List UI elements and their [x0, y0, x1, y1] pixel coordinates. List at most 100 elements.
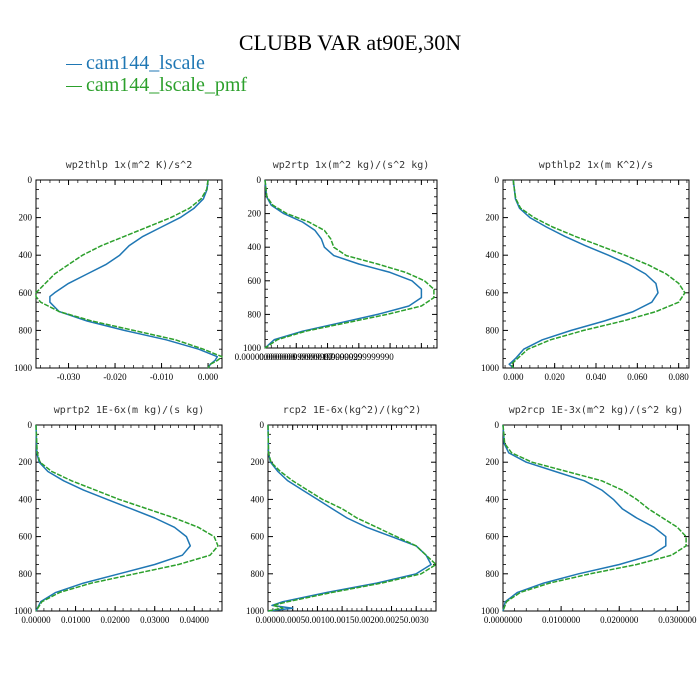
- y-tick-label: 200: [251, 457, 265, 467]
- y-tick-label: 400: [248, 242, 262, 252]
- legend-label: cam144_lscale_pmf: [86, 74, 248, 96]
- series-line-cam144-lscale: [502, 424, 667, 612]
- series-line-cam144-lscale-pmf: [510, 179, 686, 369]
- y-tick-label: 0: [257, 175, 262, 185]
- y-tick-label: 1000: [14, 606, 33, 616]
- series-line-cam144-lscale: [264, 179, 423, 349]
- series-line-cam144-lscale: [35, 424, 192, 612]
- panel-title: wpthlp2 1x(m K^2)/s: [539, 160, 653, 171]
- x-tick-label: 0.0010: [305, 615, 330, 625]
- panel-title: wprtp2 1E-6x(m kg)/(s kg): [54, 405, 205, 416]
- chart-panel-5: rcp2 1E-6x(kg^2)/(kg^2) 0 200 400 600 800 1000…: [246, 405, 437, 625]
- y-tick-label: 1000: [246, 606, 265, 616]
- y-tick-label: 1000: [481, 363, 500, 373]
- x-tick-label: 0.000000000000: [235, 352, 296, 362]
- plot-frame: [264, 179, 438, 349]
- y-tick-label: 600: [486, 288, 500, 298]
- plot-frame: [502, 424, 690, 612]
- y-tick-label: 200: [486, 213, 500, 223]
- y-tick-label: 1000: [14, 363, 33, 373]
- series-line-cam144-lscale-pmf: [35, 424, 219, 612]
- x-tick-label: 0.080: [669, 372, 690, 382]
- y-tick-label: 1000: [481, 606, 500, 616]
- legend-item-cam144-lscale-pmf: cam144_lscale_pmf: [66, 74, 247, 96]
- x-tick-label: -0.010: [150, 372, 174, 382]
- y-tick-label: 0: [28, 420, 33, 430]
- y-tick-label: 800: [486, 325, 500, 335]
- y-tick-label: 800: [19, 325, 33, 335]
- chart-panel-1: wp2thlp 1x(m^2 K)/s^2 0 200 400 600 800 1000 -0…: [14, 160, 223, 382]
- y-tick-label: 400: [486, 250, 500, 260]
- series-line-cam144-lscale-pmf: [264, 179, 435, 349]
- y-tick-label: 1000: [243, 343, 262, 353]
- x-tick-label: -0.020: [103, 372, 127, 382]
- legend-swatch: [66, 85, 82, 87]
- y-tick-label: 0: [260, 420, 265, 430]
- y-tick-label: 400: [251, 494, 265, 504]
- x-tick-label: 0.0015: [330, 615, 355, 625]
- y-tick-label: 800: [486, 569, 500, 579]
- x-tick-label: 0.0020: [354, 615, 379, 625]
- series-line-cam144-lscale: [267, 424, 432, 612]
- y-tick-label: 600: [251, 532, 265, 542]
- y-tick-label: 0: [495, 175, 500, 185]
- chart-panel-2: wp2rtp 1x(m^2 kg)/(s^2 kg) 0 200 400 600 800 1…: [235, 160, 438, 362]
- series-line-cam144-lscale: [49, 179, 219, 369]
- figure-title: CLUBB VAR at90E,30N: [238, 30, 462, 55]
- y-tick-label: 0: [495, 420, 500, 430]
- y-tick-label: 200: [19, 457, 33, 467]
- x-tick-label: 0.02000: [101, 615, 131, 625]
- y-tick-label: 200: [19, 213, 33, 223]
- x-tick-label: 0.0300000: [658, 615, 697, 625]
- x-tick-label: 0.00000199999999: [293, 352, 363, 362]
- panel-title: wp2rtp 1x(m^2 kg)/(s^2 kg): [273, 160, 430, 171]
- y-tick-label: 800: [19, 569, 33, 579]
- chart-panel-4: wprtp2 1E-6x(m kg)/(s kg) 0 200 400 600 800 10…: [14, 405, 223, 625]
- y-tick-label: 600: [19, 532, 33, 542]
- series-line-cam144-lscale: [508, 179, 659, 369]
- x-tick-label: 0.00000299999990: [324, 352, 394, 362]
- y-tick-label: 800: [251, 569, 265, 579]
- x-tick-label: 0.0005: [280, 615, 305, 625]
- y-tick-label: 200: [486, 457, 500, 467]
- plot-frame: [35, 424, 223, 612]
- x-tick-label: 0.01000: [61, 615, 91, 625]
- series-line-cam144-lscale-pmf: [35, 179, 223, 369]
- legend-swatch: [66, 63, 82, 65]
- chart-panel-6: wp2rcp 1E-3x(m^2 kg)/(s^2 kg) 0 200 400 600 8…: [481, 405, 697, 625]
- x-tick-label: 0.00000: [21, 615, 51, 625]
- y-tick-label: 200: [248, 209, 262, 219]
- legend: cam144_lscale cam144_lscale_pmf: [66, 52, 247, 96]
- series-line-cam144-lscale-pmf: [502, 424, 687, 612]
- y-tick-label: 400: [19, 494, 33, 504]
- plot-frame: [267, 424, 437, 612]
- x-tick-label: 0.0030: [404, 615, 429, 625]
- y-tick-label: 600: [248, 276, 262, 286]
- y-tick-label: 800: [248, 309, 262, 319]
- x-tick-label: 0.000: [198, 372, 219, 382]
- chart-panel-3: wpthlp2 1x(m K^2)/s 0 200 400 600 800 10000.00…: [481, 160, 690, 382]
- x-tick-label: 0.020: [545, 372, 566, 382]
- x-tick-label: 0.0200000: [600, 615, 639, 625]
- panel-title: wp2rcp 1E-3x(m^2 kg)/(s^2 kg): [509, 405, 684, 416]
- x-tick-label: 0.040: [586, 372, 607, 382]
- y-tick-label: 400: [486, 494, 500, 504]
- x-tick-label: -0.030: [57, 372, 81, 382]
- x-tick-label: 0.0025: [379, 615, 404, 625]
- y-tick-label: 600: [19, 288, 33, 298]
- x-tick-label: 0.0000: [256, 615, 281, 625]
- series-line-cam144-lscale-pmf: [267, 424, 437, 612]
- panel-title: rcp2 1E-6x(kg^2)/(kg^2): [283, 405, 421, 416]
- x-tick-label: 0.04000: [180, 615, 210, 625]
- x-tick-label: 0.000: [503, 372, 524, 382]
- legend-label: cam144_lscale: [86, 52, 205, 74]
- x-tick-label: 0.0000000: [484, 615, 523, 625]
- legend-item-cam144-lscale: cam144_lscale: [66, 52, 247, 74]
- y-tick-label: 600: [486, 532, 500, 542]
- x-tick-label: 0.03000: [140, 615, 170, 625]
- panel-title: wp2thlp 1x(m^2 K)/s^2: [66, 160, 192, 171]
- x-tick-label: 0.0100000: [542, 615, 581, 625]
- y-tick-label: 400: [19, 250, 33, 260]
- x-tick-label: 0.060: [627, 372, 648, 382]
